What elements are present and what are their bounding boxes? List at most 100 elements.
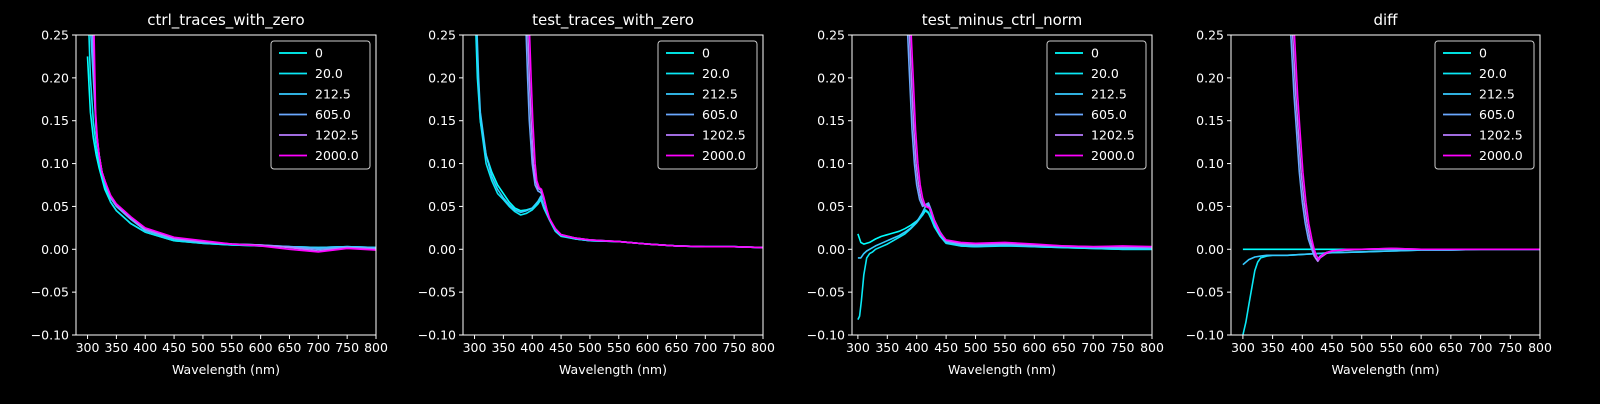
axes-frame — [1230, 34, 1541, 336]
x-tick-label: 400 — [905, 340, 929, 355]
x-tick-label: 800 — [1140, 340, 1164, 355]
y-tick-label: 0.00 — [1196, 242, 1224, 257]
x-tick-label: 350 — [491, 340, 515, 355]
y-tick-label: 0.15 — [41, 113, 69, 128]
chart-panel-2: 300 350 400 450 500 550 600 650 700 750 800 −0.10 −0… — [418, 11, 775, 377]
legend-label: 0 — [702, 46, 710, 61]
x-tick-label: 800 — [364, 340, 388, 355]
x-tick-label: 700 — [1469, 340, 1493, 355]
x-tick-label: 650 — [1439, 340, 1463, 355]
series-group — [86, 35, 376, 253]
y-tick-label: 0.10 — [428, 156, 456, 171]
y-tick-label: 0.10 — [817, 156, 845, 171]
x-tick-label: 500 — [191, 340, 215, 355]
legend-label: 212.5 — [315, 87, 351, 102]
legend-label: 212.5 — [1479, 87, 1515, 102]
x-tick-label: 700 — [693, 340, 717, 355]
x-tick-label: 700 — [1081, 340, 1105, 355]
chart-title: test_minus_ctrl_norm — [922, 11, 1083, 30]
chart-title: test_traces_with_zero — [532, 11, 694, 30]
legend-label: 605.0 — [1091, 107, 1127, 122]
chart-title: ctrl_traces_with_zero — [147, 11, 304, 30]
legend-label: 212.5 — [1091, 87, 1127, 102]
x-tick-label: 600 — [249, 340, 273, 355]
x-tick-label: 750 — [1498, 340, 1522, 355]
legend: 0 20.0 212.5 605.0 1202.5 2000.0 — [1434, 40, 1535, 170]
legend-label: 0 — [315, 46, 323, 61]
series-line-20.0 — [857, 209, 1152, 320]
x-tick-label: 350 — [1261, 340, 1285, 355]
x-tick-label: 800 — [1528, 340, 1552, 355]
x-tick-label: 750 — [1111, 340, 1135, 355]
y-tick-label: −0.10 — [1186, 328, 1224, 343]
y-tick-label: 0.00 — [41, 242, 69, 257]
series-line-2000.0 — [528, 35, 763, 249]
legend-label: 212.5 — [702, 87, 738, 102]
legend-label: 605.0 — [702, 107, 738, 122]
y-tick-label: 0.20 — [1196, 70, 1224, 85]
chart-panel-1: 300 350 400 450 500 550 600 650 700 750 800 −0.10 −0… — [31, 11, 388, 377]
x-tick-label: 300 — [846, 340, 870, 355]
chart-panel-4: 300 350 400 450 500 550 600 650 700 750 800 −0.10 −0… — [1186, 11, 1552, 377]
x-tick-label: 350 — [104, 340, 128, 355]
x-tick-label: 500 — [964, 340, 988, 355]
axes-frame — [462, 34, 764, 336]
series-group — [475, 35, 763, 249]
legend-label: 20.0 — [315, 66, 343, 81]
chart-title: diff — [1373, 11, 1398, 29]
y-tick-label: 0.15 — [817, 113, 845, 128]
legend-label: 1202.5 — [702, 128, 746, 143]
y-tick-label: 0.25 — [817, 28, 845, 43]
y-tick-label: −0.05 — [807, 285, 845, 300]
legend: 0 20.0 212.5 605.0 1202.5 2000.0 — [1046, 40, 1147, 170]
x-axis-label: Wavelength (nm) — [559, 362, 667, 377]
x-axis-label: Wavelength (nm) — [948, 362, 1056, 377]
y-tick-label: 0.00 — [428, 242, 456, 257]
series-line-2000.0 — [910, 35, 1152, 248]
y-tick-label: −0.10 — [31, 328, 69, 343]
x-tick-label: 650 — [665, 340, 689, 355]
legend-label: 605.0 — [1479, 107, 1515, 122]
y-tick-label: −0.10 — [418, 328, 456, 343]
legend-label: 20.0 — [1479, 66, 1507, 81]
legend-label: 2000.0 — [1479, 148, 1523, 163]
y-tick-label: 0.20 — [428, 70, 456, 85]
x-tick-label: 350 — [875, 340, 899, 355]
legend-label: 20.0 — [702, 66, 730, 81]
y-tick-label: 0.05 — [41, 199, 69, 214]
series-line-212.5 — [857, 203, 1152, 259]
y-tick-label: 0.25 — [41, 28, 69, 43]
x-tick-label: 450 — [549, 340, 573, 355]
chart-panel-3: 300 350 400 450 500 550 600 650 700 750 800 −0.10 −0… — [807, 11, 1164, 377]
x-tick-label: 550 — [993, 340, 1017, 355]
y-tick-label: −0.10 — [807, 328, 845, 343]
series-line-212.5 — [1242, 248, 1540, 266]
y-tick-label: −0.05 — [1186, 285, 1224, 300]
y-tick-label: 0.05 — [428, 199, 456, 214]
x-tick-label: 750 — [722, 340, 746, 355]
x-tick-label: 300 — [76, 340, 100, 355]
y-tick-label: 0.20 — [41, 70, 69, 85]
legend: 0 20.0 212.5 605.0 1202.5 2000.0 — [270, 40, 371, 170]
y-tick-label: −0.05 — [31, 285, 69, 300]
series-line-2000.0 — [1293, 35, 1540, 261]
legend-label: 2000.0 — [315, 148, 359, 163]
y-tick-label: 0.05 — [1196, 199, 1224, 214]
legend-label: 20.0 — [1091, 66, 1119, 81]
axes-frame — [75, 34, 377, 336]
y-tick-label: 0.15 — [1196, 113, 1224, 128]
legend-label: 0 — [1479, 46, 1487, 61]
y-tick-label: −0.05 — [418, 285, 456, 300]
legend: 0 20.0 212.5 605.0 1202.5 2000.0 — [657, 40, 758, 170]
x-tick-label: 450 — [934, 340, 958, 355]
legend-label: 1202.5 — [315, 128, 359, 143]
x-tick-label: 300 — [1231, 340, 1255, 355]
x-tick-label: 400 — [520, 340, 544, 355]
series-group — [1242, 35, 1540, 335]
x-tick-label: 400 — [1290, 340, 1314, 355]
x-tick-label: 750 — [335, 340, 359, 355]
x-tick-label: 550 — [1380, 340, 1404, 355]
x-tick-label: 500 — [578, 340, 602, 355]
